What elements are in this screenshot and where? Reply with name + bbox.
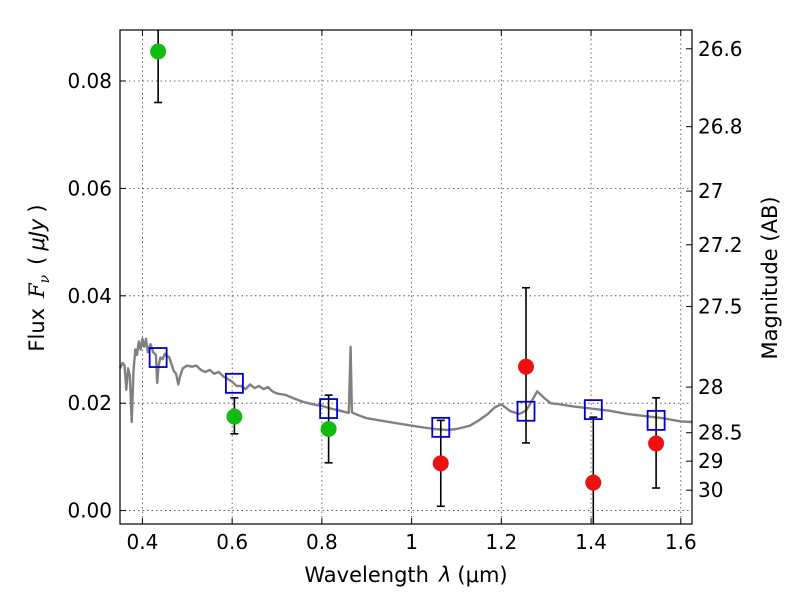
x-tick-label: 1.2 (485, 530, 517, 554)
right-axis-label: Magnitude (AB) (758, 196, 782, 359)
error-bars (154, 30, 661, 524)
y-tick-label: 0.02 (67, 391, 112, 415)
x-tick-label: 1.4 (575, 530, 607, 554)
y2-tick-label: 26.6 (698, 37, 743, 61)
x-tick-label: 0.8 (306, 530, 338, 554)
y-axis-label-symbol: F (25, 282, 49, 299)
y2-tick-label: 27 (698, 179, 723, 203)
y2-tick-label: 29 (698, 449, 723, 473)
x-axis-label-prefix: Wavelength (304, 563, 429, 587)
model-spectrum (118, 337, 693, 432)
x-tick-label: 1 (405, 530, 418, 554)
model-band-square (646, 409, 666, 431)
x-axis-label-unit: (μm) (457, 563, 507, 587)
x-tick-label: 1.6 (665, 530, 697, 554)
data-point (432, 455, 449, 472)
y-tick-label: 0.00 (67, 499, 112, 523)
x-tick-label: 0.6 (216, 530, 248, 554)
y-axis-label-unit-open: ( (25, 257, 49, 265)
data-point (518, 358, 535, 375)
model-band-square (516, 400, 536, 422)
y-tick-label: 0.08 (67, 69, 112, 93)
model-band-square (319, 398, 339, 419)
data-point (226, 408, 243, 425)
y2-tick-label: 27.5 (698, 295, 743, 319)
x-axis-label-symbol: λ (438, 563, 451, 587)
model-band-square (224, 372, 244, 394)
data-point (320, 420, 337, 437)
y-tick-label: 0.06 (67, 176, 112, 200)
x-axis-label: Wavelength λ (μm) (304, 563, 507, 587)
data-point (585, 474, 602, 491)
grid (120, 30, 692, 524)
model-band-square (583, 399, 603, 421)
y2-tick-label: 28 (698, 375, 723, 399)
y2-tick-label: 27.2 (698, 233, 743, 257)
model-band-square (431, 416, 451, 438)
y2-tick-label: 28.5 (698, 421, 743, 445)
y-axis-label: Flux Fν ( μJy) (25, 204, 53, 351)
y2-tick-label: 26.8 (698, 115, 743, 139)
y-axis-label-subscript: ν (37, 274, 53, 283)
y2-tick-label: 30 (698, 478, 723, 502)
data-point (648, 435, 665, 452)
plot-frame (119, 29, 693, 525)
y-axis-label-unit-close: ) (25, 204, 49, 212)
x-tick-label: 0.4 (127, 530, 159, 554)
y-axis-label-text: Flux (25, 308, 49, 352)
y-tick-label: 0.04 (67, 284, 112, 308)
y-axis-label-unit: μJy (25, 218, 49, 252)
axis-ticks: 0.4 0.6 0.8 1 1.2 1.4 1.6 0.00 0.02 0.04 0.06 0.08 2… (67, 30, 743, 554)
model-spectrum-line (118, 337, 693, 432)
data-markers (148, 43, 666, 491)
model-band-square (148, 347, 168, 368)
data-point (150, 43, 167, 60)
